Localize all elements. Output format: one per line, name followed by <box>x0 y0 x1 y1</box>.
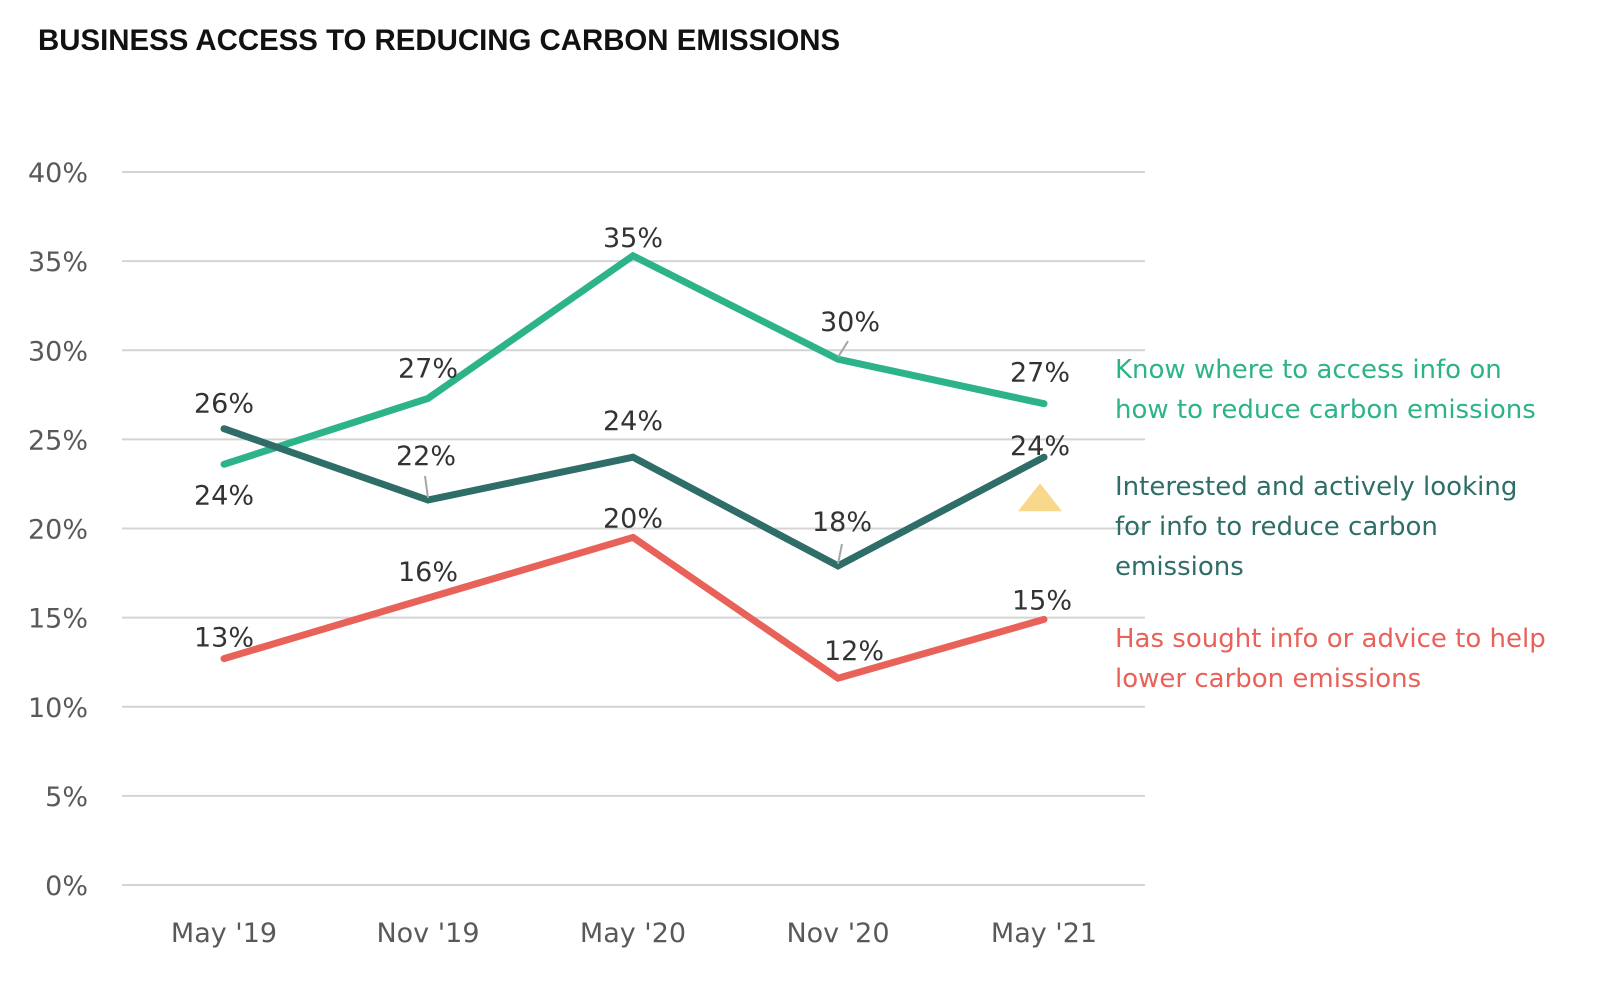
annotations <box>1018 483 1062 512</box>
x-tick-label: May '21 <box>991 918 1097 949</box>
x-tick-label: Nov '20 <box>786 918 889 949</box>
increase-triangle-icon <box>1018 483 1062 512</box>
data-labels: 24% 27% 35% 30% 27% 26% 22% 24% 18% 24% 13% 16% 20% 1… <box>194 223 1072 667</box>
legend-entry-2: Interested and actively looking <box>1115 472 1517 502</box>
legend-entry-2: emissions <box>1115 552 1244 582</box>
chart-title: BUSINESS ACCESS TO REDUCING CARBON EMISS… <box>38 24 841 57</box>
data-label: 22% <box>396 441 456 472</box>
y-tick-label: 35% <box>28 247 88 278</box>
y-tick-label: 20% <box>28 515 88 546</box>
x-tick-label: May '19 <box>171 918 277 949</box>
leader-line <box>837 543 843 565</box>
data-label: 12% <box>824 636 884 667</box>
series-lines <box>220 251 1048 683</box>
series-line-1 <box>220 251 1048 468</box>
y-tick-label: 30% <box>28 336 88 367</box>
data-label: 35% <box>603 223 663 254</box>
legend-entry-3: lower carbon emissions <box>1115 664 1421 694</box>
y-tick-label: 25% <box>28 425 88 456</box>
leader-lines <box>424 340 849 565</box>
y-tick-label: 40% <box>28 158 88 189</box>
series-line-2 <box>220 425 1048 570</box>
data-label: 18% <box>812 507 872 538</box>
legend-entry-2: for info to reduce carbon <box>1115 512 1438 542</box>
gridlines <box>122 171 1145 886</box>
leader-line <box>424 475 429 499</box>
legend-entry-3: Has sought info or advice to help <box>1115 624 1546 654</box>
data-label: 24% <box>1010 431 1070 462</box>
data-label: 16% <box>398 557 458 588</box>
data-label: 24% <box>194 480 254 511</box>
data-label: 30% <box>820 307 880 338</box>
series-line-3 <box>220 533 1048 683</box>
data-label: 13% <box>194 623 254 654</box>
data-label: 24% <box>603 406 663 437</box>
data-label: 20% <box>603 503 663 534</box>
leader-line <box>837 340 849 358</box>
data-label: 26% <box>194 389 254 420</box>
y-tick-label: 0% <box>45 871 88 902</box>
data-label: 27% <box>1010 358 1070 389</box>
x-tick-label: Nov '19 <box>376 918 479 949</box>
legend: Know where to access info on how to reduc… <box>1115 355 1546 694</box>
data-label: 27% <box>398 353 458 384</box>
y-tick-label: 10% <box>28 693 88 724</box>
legend-entry-1: how to reduce carbon emissions <box>1115 395 1536 425</box>
y-tick-label: 15% <box>28 604 88 635</box>
y-axis: 0% 5% 10% 15% 20% 25% 30% 35% 40% <box>28 158 88 902</box>
legend-entry-1: Know where to access info on <box>1115 355 1502 385</box>
x-tick-label: May '20 <box>580 918 686 949</box>
y-tick-label: 5% <box>45 782 88 813</box>
x-axis: May '19 Nov '19 May '20 Nov '20 May '21 <box>171 918 1097 949</box>
data-label: 15% <box>1012 585 1072 616</box>
